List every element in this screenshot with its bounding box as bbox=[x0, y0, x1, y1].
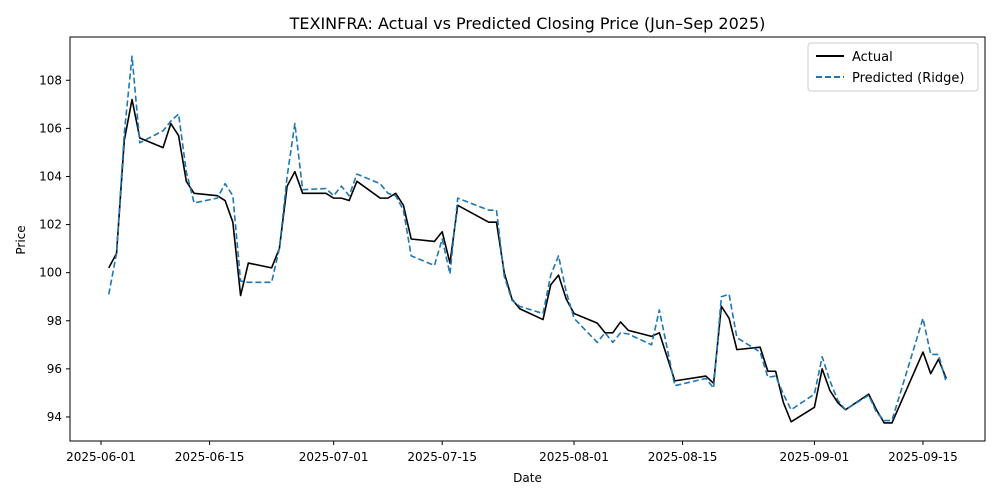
y-tick-label: 96 bbox=[47, 362, 62, 376]
x-tick-label: 2025-07-15 bbox=[407, 450, 477, 464]
y-tick-label: 100 bbox=[39, 266, 62, 280]
y-axis: 94 96 98 100 102 104 106 108 bbox=[39, 73, 70, 424]
y-tick-label: 94 bbox=[47, 410, 62, 424]
x-tick-label: 2025-08-01 bbox=[539, 450, 609, 464]
series-line-predicted bbox=[107, 55, 948, 422]
x-axis: 2025-06-01 2025-06-15 2025-07-01 2025-07-15… bbox=[66, 441, 958, 464]
y-tick-label: 108 bbox=[39, 73, 62, 87]
x-axis-title: Date bbox=[513, 471, 542, 485]
y-tick-label: 104 bbox=[39, 169, 62, 183]
legend-box bbox=[807, 42, 979, 92]
plot-lines bbox=[107, 55, 948, 424]
legend-label-actual: Actual bbox=[852, 50, 893, 65]
chart-title: TEXINFRA: Actual vs Predicted Closing Pr… bbox=[289, 14, 766, 33]
plot-frame bbox=[69, 36, 986, 442]
y-axis-title: Price bbox=[14, 225, 28, 254]
x-tick-label: 2025-09-01 bbox=[780, 450, 850, 464]
y-tick-label: 102 bbox=[39, 218, 62, 232]
legend: Actual Predicted (Ridge) bbox=[807, 42, 979, 92]
x-tick-label: 2025-08-15 bbox=[648, 450, 718, 464]
y-tick-label: 106 bbox=[39, 121, 62, 135]
x-tick-label: 2025-06-15 bbox=[175, 450, 245, 464]
x-tick-label: 2025-06-01 bbox=[66, 450, 136, 464]
y-tick-label: 98 bbox=[47, 314, 62, 328]
x-tick-label: 2025-09-15 bbox=[888, 450, 958, 464]
legend-label-predicted: Predicted (Ridge) bbox=[852, 71, 964, 86]
x-tick-label: 2025-07-01 bbox=[299, 450, 369, 464]
